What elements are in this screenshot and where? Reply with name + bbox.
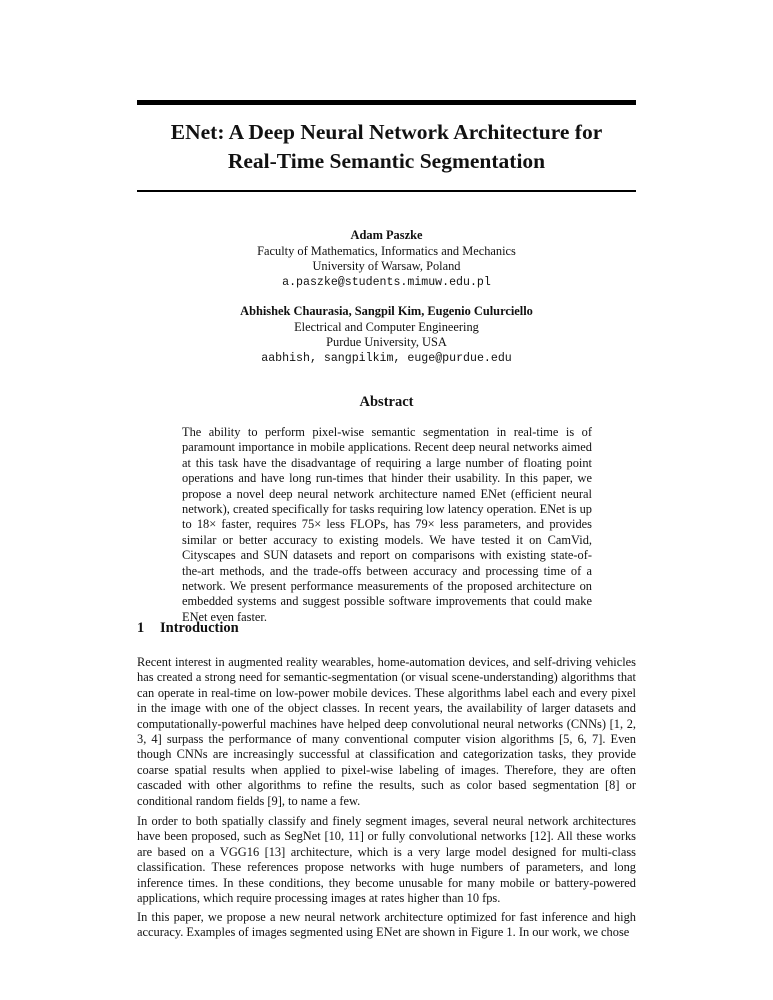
intro-paragraph-2: In order to both spatially classify and … [137,814,636,906]
author-block-purdue: Abhishek Chaurasia, Sangpil Kim, Eugenio… [137,304,636,366]
section-title: Introduction [160,620,239,636]
title-line-1: ENet: A Deep Neural Network Architecture… [170,120,603,144]
author-affiliation: Faculty of Mathematics, Informatics and … [257,243,516,258]
author-email: a.paszke@students.mimuw.edu.pl [282,275,491,289]
author-affiliation: Purdue University, USA [326,335,447,350]
author-names: Adam Paszke [350,228,423,242]
author-email: aabhish, sangpilkim, euge@purdue.edu [261,351,512,365]
intro-paragraph-3: In this paper, we propose a new neural n… [137,910,636,940]
title-top-rule [137,100,636,105]
abstract-text: The ability to perform pixel-wise semant… [182,425,592,624]
title-bottom-rule [137,190,636,192]
author-affiliation: Electrical and Computer Engineering [294,319,479,334]
author-affiliation: University of Warsaw, Poland [312,259,461,274]
intro-paragraph-1: Recent interest in augmented reality wea… [137,655,636,808]
abstract-heading: Abstract [359,394,414,410]
author-block-warsaw: Adam Paszke Faculty of Mathematics, Info… [137,228,636,290]
section-number: 1 [137,620,145,636]
title-line-2: Real-Time Semantic Segmentation [227,149,546,173]
paper-title: ENet: A Deep Neural Network Architecture… [137,118,636,176]
section-heading-introduction: 1 Introduction [137,620,239,637]
author-names: Abhishek Chaurasia, Sangpil Kim, Eugenio… [240,304,533,318]
